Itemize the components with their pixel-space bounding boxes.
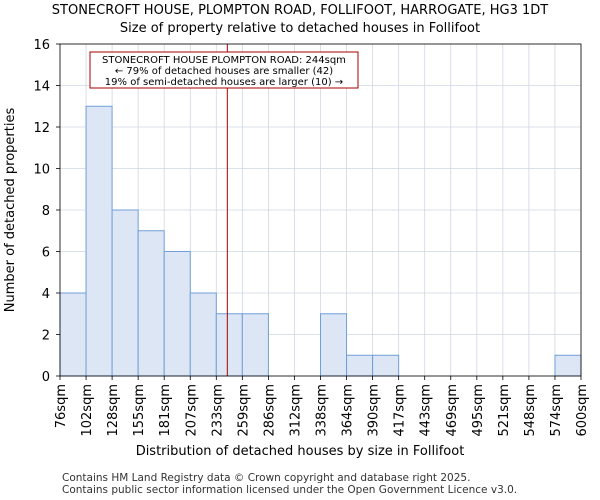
- x-tick-label-102sqm: 102sqm: [80, 384, 95, 437]
- y-tick-label: 6: [42, 246, 50, 261]
- x-tick-label-128sqm: 128sqm: [106, 384, 121, 437]
- y-tick-label: 12: [33, 121, 50, 136]
- y-tick-label: 16: [33, 38, 50, 53]
- x-tick-label-233sqm: 233sqm: [210, 384, 225, 437]
- footer-line-2: Contains public sector information licen…: [62, 484, 517, 496]
- annotation-line-2: ← 79% of detached houses are smaller (42…: [115, 66, 333, 77]
- y-axis-label: Number of detached properties: [3, 108, 18, 313]
- bar-76sqm: [59, 292, 87, 377]
- bar-233sqm: [215, 313, 243, 377]
- x-tick-label-574sqm: 574sqm: [549, 384, 564, 437]
- y-tick-label: 2: [42, 329, 50, 344]
- x-tick-label-259sqm: 259sqm: [236, 384, 251, 437]
- bars-group: [59, 105, 582, 377]
- x-tick-label-469sqm: 469sqm: [445, 384, 460, 437]
- bar-259sqm: [241, 313, 269, 377]
- x-tick-label-155sqm: 155sqm: [132, 384, 147, 437]
- x-tick-label-495sqm: 495sqm: [471, 384, 486, 437]
- annotation-line-3: 19% of semi-detached houses are larger (…: [105, 77, 343, 88]
- bar-207sqm: [189, 292, 217, 377]
- x-tick-label-417sqm: 417sqm: [393, 384, 408, 437]
- x-tick-label-76sqm: 76sqm: [54, 384, 69, 428]
- bar-364sqm: [346, 354, 374, 377]
- bar-338sqm: [320, 313, 348, 377]
- y-tick-label: 14: [33, 80, 50, 95]
- y-tick-label: 8: [42, 204, 50, 219]
- bar-155sqm: [137, 230, 165, 377]
- bar-181sqm: [163, 251, 191, 377]
- y-tick-label: 4: [42, 287, 50, 302]
- x-tick-label-600sqm: 600sqm: [575, 384, 590, 437]
- annotation-line-1: STONECROFT HOUSE PLOMPTON ROAD: 244sqm: [102, 55, 346, 66]
- x-tick-label-312sqm: 312sqm: [288, 384, 303, 437]
- x-tick-label-390sqm: 390sqm: [367, 384, 382, 437]
- footer-line-1: Contains HM Land Registry data © Crown c…: [62, 472, 470, 484]
- bar-390sqm: [372, 354, 400, 377]
- x-tick-label-521sqm: 521sqm: [497, 384, 512, 437]
- x-axis-ticks: 76sqm 102sqm 128sqm 155sqm 181sqm 207sqm 233sq…: [54, 376, 590, 437]
- bar-574sqm: [554, 354, 582, 377]
- y-axis-ticks: 0 2 4 6 8 10 12 14 16: [33, 38, 60, 385]
- x-axis-label: Distribution of detached houses by size …: [136, 444, 465, 459]
- x-tick-label-364sqm: 364sqm: [341, 384, 356, 437]
- annotation-frame: [89, 51, 359, 89]
- x-tick-label-443sqm: 443sqm: [419, 384, 434, 437]
- bar-102sqm: [85, 105, 113, 377]
- y-tick-label: 10: [33, 163, 50, 178]
- x-tick-label-548sqm: 548sqm: [523, 384, 538, 437]
- chart-title: STONECROFT HOUSE, PLOMPTON ROAD, FOLLIFO…: [52, 3, 548, 18]
- x-tick-label-286sqm: 286sqm: [262, 384, 277, 437]
- x-tick-label-207sqm: 207sqm: [184, 384, 199, 437]
- annotation-box: STONECROFT HOUSE PLOMPTON ROAD: 244sqm ←…: [89, 51, 359, 89]
- y-tick-label: 0: [42, 370, 50, 385]
- bar-128sqm: [111, 209, 139, 377]
- chart-subtitle: Size of property relative to detached ho…: [120, 21, 480, 36]
- x-tick-label-181sqm: 181sqm: [158, 384, 173, 437]
- x-tick-label-338sqm: 338sqm: [315, 384, 330, 437]
